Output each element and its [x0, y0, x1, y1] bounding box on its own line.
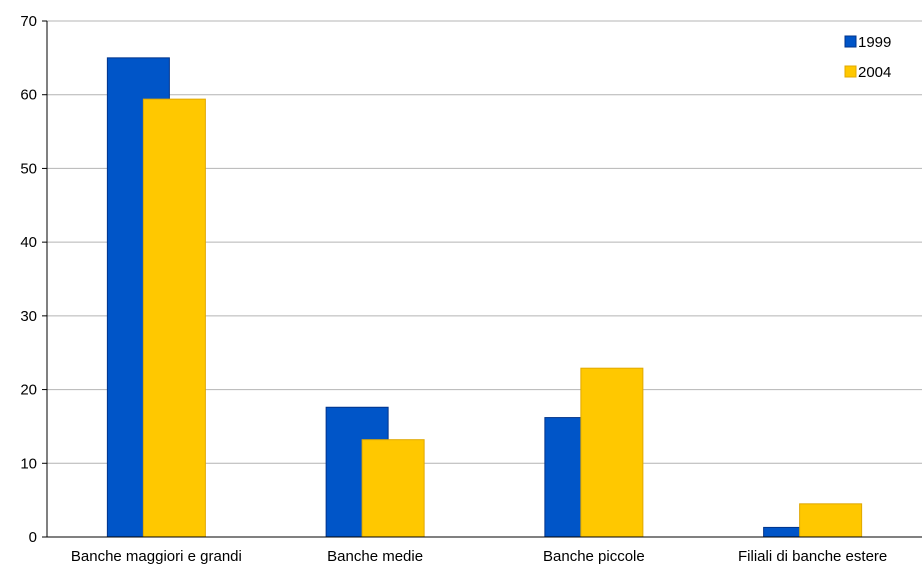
category-label: Banche piccole	[543, 548, 645, 565]
y-tick-label: 70	[20, 13, 37, 30]
category-label: Banche maggiori e grandi	[71, 548, 242, 565]
bars	[107, 58, 861, 537]
y-tick-label: 60	[20, 87, 37, 104]
y-tick-label: 40	[20, 234, 37, 251]
legend-swatch-1999	[845, 36, 856, 47]
y-tick-label: 50	[20, 160, 37, 177]
bar-2004-1	[143, 99, 205, 537]
y-tick-label: 10	[20, 455, 37, 472]
y-tick-label: 30	[20, 308, 37, 325]
legend: 1999 2004	[845, 34, 891, 81]
y-tick-label: 20	[20, 382, 37, 399]
category-label: Filiali di banche estere	[738, 548, 887, 565]
y-axis: 0 10 20 30 40 50 60 70	[20, 13, 47, 546]
legend-label-1999: 1999	[858, 34, 891, 51]
bar-2004-2	[362, 440, 424, 537]
legend-swatch-2004	[845, 66, 856, 77]
category-label: Banche medie	[327, 548, 423, 565]
legend-label-2004: 2004	[858, 64, 891, 81]
x-axis: Banche maggiori e grandi Banche medie Banc…	[47, 537, 922, 565]
y-tick-label: 0	[29, 529, 37, 546]
bar-2004-4	[800, 504, 862, 537]
bar-2004-3	[581, 368, 643, 537]
